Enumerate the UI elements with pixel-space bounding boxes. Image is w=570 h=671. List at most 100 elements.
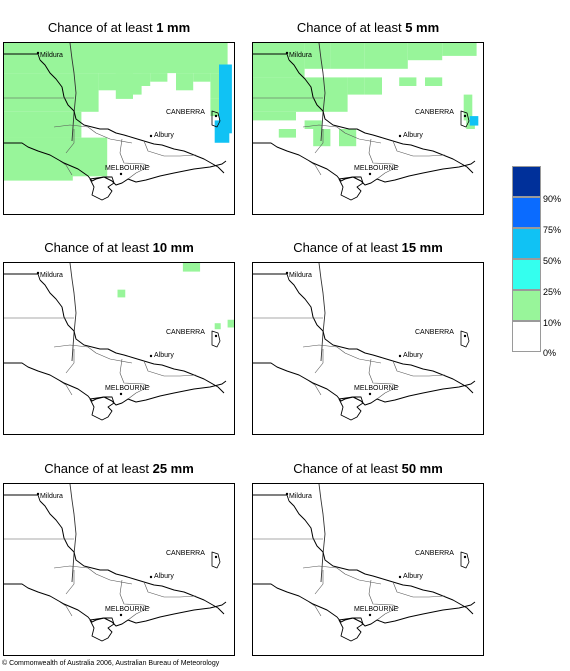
district-boundary — [392, 140, 446, 157]
probability-cell-10-25 — [304, 43, 331, 69]
district-boundary — [368, 138, 400, 168]
probability-cell-10-25 — [347, 77, 365, 95]
murray-river-border — [39, 279, 225, 394]
probability-cell-10-25 — [278, 129, 296, 138]
map-1mm: Mildura CANBERRA Albury MELBOURNE — [3, 42, 235, 215]
district-boundary — [368, 358, 400, 388]
act-border — [460, 551, 470, 569]
legend-swatch-0 — [512, 321, 541, 352]
city-marker — [368, 392, 372, 396]
district-boundary — [65, 129, 75, 154]
state-border — [318, 43, 326, 142]
city-label: MELBOURNE — [105, 606, 150, 613]
panel-title: Chance of at least 1 mm — [47, 20, 191, 35]
city-marker — [285, 51, 289, 55]
probability-cell-10-25 — [4, 111, 82, 138]
legend-swatch-10 — [512, 290, 541, 321]
map-25mm: Mildura CANBERRA Albury MELBOURNE — [3, 483, 235, 656]
probability-cell-10-25 — [304, 120, 322, 129]
city-label: MELBOURNE — [354, 165, 399, 172]
district-boundary — [376, 167, 396, 180]
probability-cell-10-25 — [210, 98, 219, 117]
state-border — [253, 273, 290, 281]
city-marker — [398, 134, 402, 138]
legend-label-10: 10% — [543, 318, 562, 328]
city-label: CANBERRA — [415, 550, 454, 557]
legend: 90% 75% 50% 25% 10% 0% — [512, 166, 570, 358]
probability-cell-10-25 — [407, 43, 443, 61]
district-boundary — [143, 360, 197, 377]
state-border — [4, 494, 41, 502]
murray-river-border — [288, 500, 474, 615]
district-boundary — [392, 581, 446, 598]
city-marker — [214, 114, 218, 118]
act-border — [211, 330, 221, 348]
probability-cell-10-25 — [4, 73, 99, 112]
city-label: MELBOURNE — [105, 165, 150, 172]
probability-cell-10-25 — [253, 111, 296, 121]
probability-cell-10-25 — [399, 77, 417, 86]
probability-cell-10-25 — [330, 43, 365, 69]
city-label: Mildura — [40, 272, 63, 279]
district-boundary — [302, 565, 382, 585]
district-boundary — [127, 167, 147, 180]
district-boundary — [143, 581, 197, 598]
district-boundary — [59, 380, 73, 396]
city-label: CANBERRA — [415, 329, 454, 336]
coastline — [4, 142, 227, 186]
probability-cell-10-25 — [150, 73, 168, 82]
probability-cell-50-75 — [214, 120, 230, 143]
map-15mm: Mildura CANBERRA Albury MELBOURNE — [252, 262, 484, 435]
probability-cell-10-25 — [364, 43, 408, 69]
city-label: CANBERRA — [166, 329, 205, 336]
district-boundary — [53, 344, 133, 364]
state-border — [69, 43, 77, 142]
probability-cell-10-25 — [4, 137, 108, 177]
victoria-map: Mildura CANBERRA Albury MELBOURNE — [253, 484, 476, 642]
probability-cell-10-25 — [117, 289, 126, 298]
probability-cell-10-25 — [214, 323, 221, 330]
port-phillip-bay — [89, 176, 115, 201]
probability-cell-10-25 — [339, 129, 357, 147]
state-border — [69, 484, 77, 583]
port-phillip-bay — [338, 176, 364, 201]
map-50mm: Mildura CANBERRA Albury MELBOURNE — [252, 483, 484, 656]
district-boundary — [127, 608, 147, 621]
district-boundary — [143, 140, 197, 157]
district-boundary — [376, 387, 396, 400]
district-boundary — [119, 579, 151, 609]
panel-title: Chance of at least 10 mm — [44, 240, 194, 255]
city-marker — [285, 271, 289, 275]
district-boundary — [53, 565, 133, 585]
city-marker — [463, 334, 467, 338]
probability-cell-10-25 — [133, 73, 151, 86]
probability-cell-10-25 — [176, 73, 194, 91]
copyright-notice: © Commonwealth of Australia 2006, Austra… — [2, 660, 220, 667]
city-marker — [119, 392, 123, 396]
legend-swatch-50 — [512, 228, 541, 259]
legend-label-75: 75% — [543, 225, 562, 235]
district-boundary — [308, 601, 322, 617]
city-label: Albury — [154, 132, 174, 139]
city-label: Mildura — [40, 52, 63, 59]
victoria-map: Mildura CANBERRA Albury MELBOURNE — [4, 263, 234, 421]
city-label: MELBOURNE — [354, 606, 399, 613]
coastline — [253, 142, 476, 186]
act-border — [211, 551, 221, 569]
city-marker — [398, 354, 402, 358]
legend-swatch-25 — [512, 259, 541, 290]
district-boundary — [314, 349, 324, 374]
murray-river-border — [39, 59, 225, 174]
probability-cell-10-25 — [313, 129, 331, 147]
district-boundary — [392, 360, 446, 377]
city-marker — [149, 134, 153, 138]
city-marker — [214, 334, 218, 338]
city-marker — [119, 613, 123, 617]
panel-title: Chance of at least 50 mm — [293, 461, 443, 476]
probability-cell-10-25 — [141, 64, 159, 74]
port-phillip-bay — [338, 617, 364, 642]
coastline — [4, 583, 227, 627]
city-marker — [285, 492, 289, 496]
map-5mm: Mildura CANBERRA Albury MELBOURNE — [252, 42, 484, 215]
city-label: CANBERRA — [415, 109, 454, 116]
